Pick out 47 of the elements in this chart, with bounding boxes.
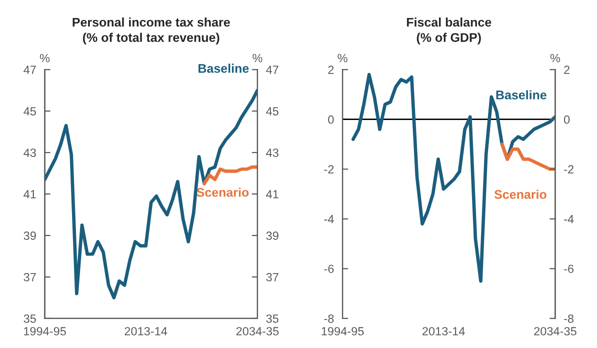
y2-tick-label: -4 (564, 215, 574, 224)
chart-title: Fiscal balance (406, 17, 492, 27)
y-axis-title: % (338, 54, 348, 62)
y-tick-label: -2 (324, 165, 334, 174)
series-label: Baseline (496, 90, 546, 100)
y2-tick-label: 0 (564, 115, 570, 124)
y2-tick-label: 47 (266, 66, 278, 74)
series-label: Scenario (494, 190, 546, 199)
chart-title: Personal income tax share (72, 17, 230, 27)
y2-tick-label: 39 (266, 232, 278, 240)
y-tick-label: 37 (24, 272, 36, 282)
y-tick-label: 45 (24, 107, 36, 116)
x-tick-label: 1994-95 (322, 327, 364, 336)
y-tick-label: 2 (328, 66, 334, 74)
y2-tick-label: -8 (564, 314, 574, 323)
line-series (44, 88, 258, 300)
line-series (500, 142, 556, 171)
y-tick-label: 47 (24, 66, 36, 74)
y-tick-label: -4 (324, 215, 334, 224)
x-tick-label: 2013-14 (124, 327, 168, 336)
x-tick-label: 1994-95 (24, 327, 66, 336)
y2-tick-label: -6 (564, 264, 574, 274)
y-axis-title: % (40, 54, 50, 62)
line-series (351, 72, 556, 283)
y2-tick-label: -2 (564, 165, 574, 174)
series-label: Baseline (198, 64, 249, 73)
y2-tick-label: 35 (266, 314, 278, 323)
chart-subtitle: (% of total tax revenue) (82, 32, 220, 44)
x-tick-label: 2034-35 (534, 327, 576, 336)
y-tick-label: 39 (24, 232, 36, 240)
y2-tick-label: 37 (266, 272, 278, 282)
y-tick-label: 43 (24, 148, 36, 157)
chart-subtitle: (% of GDP) (416, 32, 481, 44)
y2-tick-label: 2 (564, 66, 570, 74)
y2-tick-label: 43 (266, 148, 278, 157)
y2-tick-label: 41 (266, 190, 278, 198)
y-tick-label: 35 (24, 314, 36, 323)
y-tick-label: -8 (324, 314, 334, 323)
x-tick-label: 2013-14 (422, 327, 465, 336)
y2-axis-title: % (550, 54, 560, 62)
y2-tick-label: 45 (266, 107, 278, 116)
y2-axis-title: % (252, 54, 262, 62)
y-tick-label: -6 (324, 264, 334, 274)
y-tick-label: 0 (328, 115, 334, 124)
line-series (202, 165, 258, 186)
y-tick-label: 41 (24, 190, 36, 198)
x-tick-label: 2034-35 (236, 327, 279, 336)
